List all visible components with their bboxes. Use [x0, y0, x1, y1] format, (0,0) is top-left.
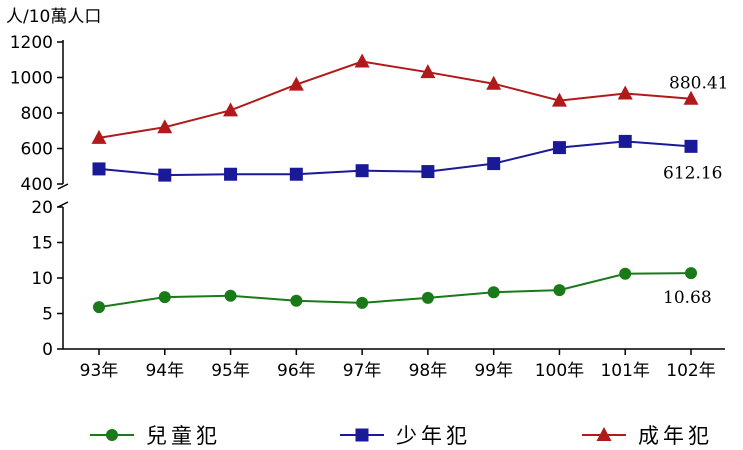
x-tick-label: 97年: [343, 361, 382, 381]
legend-item: 兒童犯: [90, 424, 221, 448]
legend-marker: [106, 429, 118, 441]
data-point: [683, 90, 699, 105]
data-point: [157, 119, 173, 134]
data-point: [617, 85, 633, 100]
x-tick-label: 99年: [474, 361, 513, 381]
legend-item: 少年犯: [340, 424, 471, 448]
upper-y-tick-label: 1200: [10, 33, 53, 53]
data-point: [355, 164, 369, 178]
data-point: [354, 53, 370, 68]
upper-y-tick-label: 400: [21, 175, 53, 195]
data-point: [420, 64, 436, 79]
upper-y-ticks: 400 600 800 1000 1200: [10, 33, 63, 195]
data-point: [421, 291, 434, 304]
series-line: [98, 140, 692, 177]
legend-label: 成年犯: [638, 424, 713, 448]
legend-label: 少年犯: [396, 424, 471, 448]
x-tick-label: 101年: [600, 361, 649, 381]
data-point: [290, 294, 303, 307]
legend-marker: [355, 428, 369, 442]
data-point: [487, 157, 501, 171]
data-point: [486, 75, 502, 90]
lower-y-tick-label: 5: [42, 305, 53, 325]
series-circle: 10.68: [93, 267, 712, 314]
legend-marker: [596, 427, 612, 441]
lower-y-ticks: 0 5 10 15 20: [31, 198, 63, 360]
x-tick-label: 100年: [535, 361, 584, 381]
series-line: [98, 60, 692, 139]
lower-y-tick-label: 10: [31, 269, 53, 289]
data-point: [91, 129, 107, 144]
upper-y-tick-label: 1000: [10, 69, 53, 89]
data-point: [356, 296, 369, 309]
data-point: [158, 168, 172, 182]
series-triangle: 880.41: [91, 53, 728, 144]
data-point: [618, 134, 632, 148]
data-point: [684, 139, 698, 153]
x-tick-label: 96年: [277, 361, 316, 381]
x-tick-label: 98年: [409, 361, 448, 381]
lower-y-tick-label: 15: [31, 234, 53, 254]
lower-y-tick-label: 20: [31, 198, 53, 218]
data-point: [685, 267, 697, 280]
data-point: [421, 165, 435, 179]
upper-y-tick-label: 600: [21, 140, 53, 160]
series-line: [98, 272, 692, 309]
data-point: [289, 167, 303, 181]
x-tick-label: 93年: [80, 361, 119, 381]
end-value-label: 612.16: [663, 163, 722, 183]
upper-y-tick-label: 800: [21, 104, 53, 124]
unit-label: 人/10萬人口: [6, 7, 101, 27]
series-layer: 612.16 880.41 10.68: [91, 53, 728, 314]
data-point: [487, 286, 500, 299]
x-tick-label: 102年: [666, 361, 715, 381]
data-point: [158, 291, 171, 304]
axis-break-mark-bottom: [57, 201, 69, 208]
end-value-label: 10.68: [663, 288, 712, 308]
data-point: [93, 301, 105, 314]
end-value-label: 880.41: [669, 74, 728, 94]
data-point: [92, 162, 106, 176]
legend-item: 成年犯: [582, 424, 713, 448]
legend: 兒童犯 少年犯 成年犯: [90, 424, 713, 448]
axis-break-mark-top: [57, 183, 69, 190]
data-point: [223, 102, 239, 117]
x-tick-label: 94年: [145, 361, 184, 381]
data-point: [551, 92, 567, 107]
data-point: [553, 284, 566, 297]
x-tick-label: 95年: [211, 361, 250, 381]
data-point: [224, 167, 238, 181]
lower-y-tick-label: 0: [42, 340, 53, 360]
data-point: [224, 289, 237, 302]
data-point: [619, 267, 632, 280]
series-square: 612.16: [92, 134, 722, 183]
legend-label: 兒童犯: [146, 424, 221, 448]
data-point: [288, 76, 304, 91]
data-point: [552, 141, 566, 155]
x-ticks: 93年 94年 95年 96年 97年 98年 99年 100年 101年 102年: [80, 349, 716, 381]
